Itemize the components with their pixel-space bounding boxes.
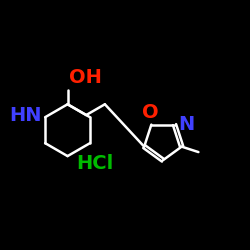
Text: O: O — [142, 102, 159, 122]
Text: OH: OH — [68, 68, 102, 87]
Text: HN: HN — [9, 106, 42, 125]
Text: HCl: HCl — [76, 154, 113, 173]
Text: N: N — [178, 115, 194, 134]
